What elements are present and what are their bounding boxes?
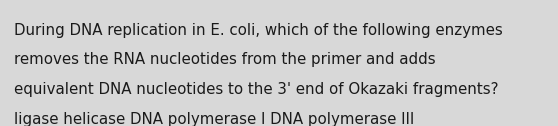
Text: equivalent DNA nucleotides to the 3' end of Okazaki fragments?: equivalent DNA nucleotides to the 3' end… (14, 82, 498, 97)
Text: ligase helicase DNA polymerase I DNA polymerase III: ligase helicase DNA polymerase I DNA pol… (14, 112, 414, 126)
Text: During DNA replication in E. coli, which of the following enzymes: During DNA replication in E. coli, which… (14, 23, 503, 38)
Text: removes the RNA nucleotides from the primer and adds: removes the RNA nucleotides from the pri… (14, 52, 436, 67)
